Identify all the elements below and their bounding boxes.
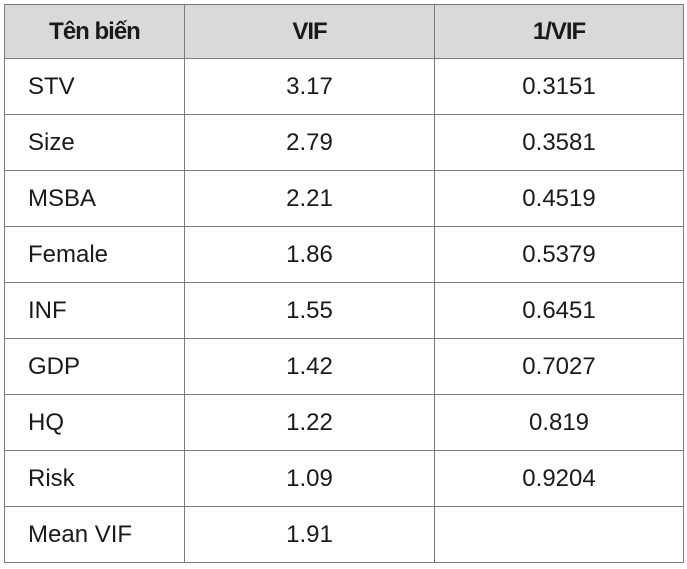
inverse-vif-cell: 0.5379 [434, 226, 684, 283]
table-row: Female 1.86 0.5379 [4, 226, 684, 283]
inverse-vif-cell: 0.4519 [434, 170, 684, 227]
vif-cell: 3.17 [184, 58, 435, 115]
table-body: STV 3.17 0.3151 Size 2.79 0.3581 MSBA 2.… [4, 58, 684, 563]
table-row: Risk 1.09 0.9204 [4, 450, 684, 507]
inverse-vif-cell: 0.6451 [434, 282, 684, 339]
vif-table: Tên biến VIF 1/VIF STV 3.17 0.3151 Size … [4, 4, 684, 563]
table-row: Mean VIF 1.91 [4, 506, 684, 563]
vif-cell: 1.09 [184, 450, 435, 507]
variable-name-cell: GDP [4, 338, 185, 395]
variable-name-cell: MSBA [4, 170, 185, 227]
vif-cell: 1.22 [184, 394, 435, 451]
header-variable-name: Tên biến [4, 4, 185, 59]
vif-cell: 2.21 [184, 170, 435, 227]
variable-name-cell: Mean VIF [4, 506, 185, 563]
variable-name-cell: HQ [4, 394, 185, 451]
table-row: Size 2.79 0.3581 [4, 114, 684, 171]
variable-name-cell: Female [4, 226, 185, 283]
inverse-vif-cell [434, 506, 684, 563]
vif-cell: 1.86 [184, 226, 435, 283]
inverse-vif-cell: 0.819 [434, 394, 684, 451]
variable-name-cell: Size [4, 114, 185, 171]
header-vif: VIF [184, 4, 435, 59]
table-row: HQ 1.22 0.819 [4, 394, 684, 451]
table-row: MSBA 2.21 0.4519 [4, 170, 684, 227]
vif-cell: 1.42 [184, 338, 435, 395]
table-row: INF 1.55 0.6451 [4, 282, 684, 339]
vif-cell: 1.91 [184, 506, 435, 563]
vif-cell: 1.55 [184, 282, 435, 339]
inverse-vif-cell: 0.3151 [434, 58, 684, 115]
inverse-vif-cell: 0.9204 [434, 450, 684, 507]
table-row: GDP 1.42 0.7027 [4, 338, 684, 395]
table-header: Tên biến VIF 1/VIF [4, 4, 684, 59]
variable-name-cell: STV [4, 58, 185, 115]
table-row: STV 3.17 0.3151 [4, 58, 684, 115]
variable-name-cell: Risk [4, 450, 185, 507]
inverse-vif-cell: 0.3581 [434, 114, 684, 171]
header-inverse-vif: 1/VIF [434, 4, 684, 59]
vif-cell: 2.79 [184, 114, 435, 171]
variable-name-cell: INF [4, 282, 185, 339]
header-row: Tên biến VIF 1/VIF [4, 4, 684, 59]
inverse-vif-cell: 0.7027 [434, 338, 684, 395]
